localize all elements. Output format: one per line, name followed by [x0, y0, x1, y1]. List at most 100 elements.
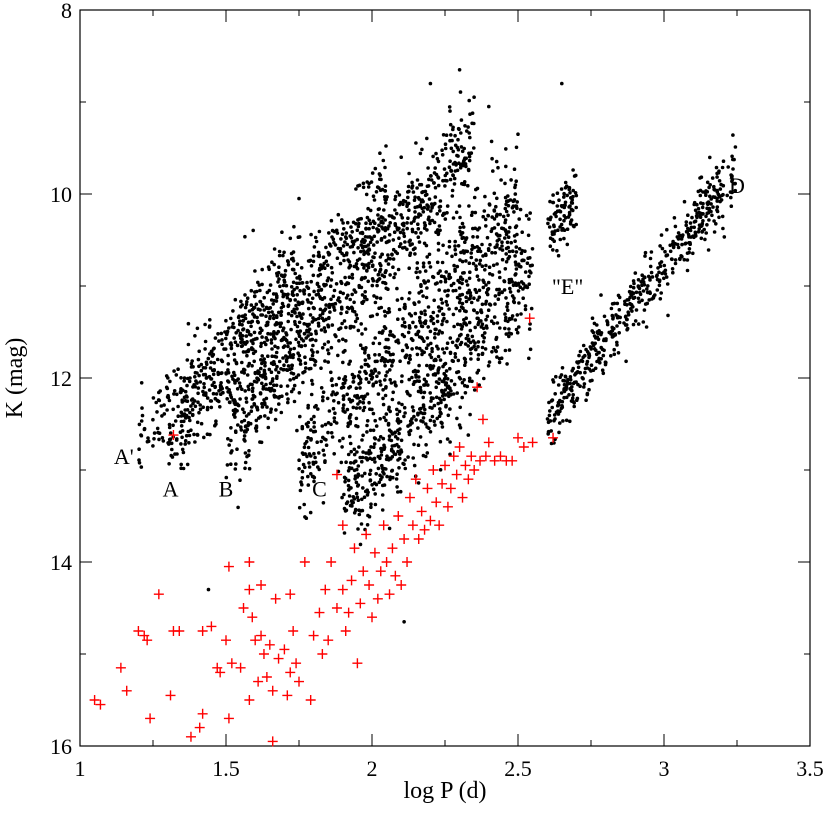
data-point: [445, 319, 449, 324]
data-point: [266, 416, 270, 421]
data-point: [297, 467, 301, 471]
data-point-plus: [460, 460, 471, 471]
data-point: [558, 237, 563, 242]
data-point-plus: [404, 492, 415, 503]
data-point: [634, 290, 639, 295]
data-point: [235, 378, 239, 383]
data-point: [467, 204, 471, 208]
data-point: [458, 229, 462, 234]
data-point: [314, 317, 318, 322]
data-point: [441, 243, 445, 248]
data-point: [720, 165, 725, 170]
data-point: [236, 505, 240, 510]
data-point: [490, 227, 495, 231]
data-point: [493, 294, 498, 298]
data-point: [175, 452, 179, 456]
data-point: [688, 221, 693, 225]
data-point-plus: [323, 635, 334, 646]
data-point: [670, 267, 675, 271]
data-point: [434, 327, 438, 332]
data-point: [628, 284, 633, 289]
data-point: [445, 204, 450, 208]
data-point: [260, 405, 265, 409]
data-point: [242, 410, 246, 415]
data-point: [220, 342, 224, 347]
data-point-plus: [264, 639, 275, 650]
data-point: [215, 398, 220, 403]
data-point: [599, 293, 603, 297]
data-point: [602, 337, 606, 342]
data-point: [180, 447, 185, 452]
data-point: [479, 319, 483, 323]
data-point: [375, 374, 379, 379]
data-point: [342, 506, 347, 511]
data-point: [469, 251, 474, 255]
data-point: [481, 285, 486, 290]
data-point: [388, 378, 393, 382]
data-point: [596, 331, 601, 336]
data-point: [506, 199, 511, 203]
data-point: [349, 236, 354, 240]
data-point-plus: [387, 543, 398, 554]
data-point: [214, 419, 218, 424]
data-point: [287, 350, 292, 355]
data-point: [445, 346, 449, 351]
data-point: [213, 336, 218, 340]
data-point: [448, 386, 452, 391]
data-point: [271, 313, 276, 317]
data-point: [195, 432, 200, 437]
data-point: [324, 303, 328, 307]
data-point: [311, 429, 316, 434]
data-point: [379, 305, 384, 310]
data-point: [564, 418, 569, 423]
data-point-plus: [197, 626, 208, 636]
data-point: [182, 419, 186, 424]
data-point: [353, 319, 358, 324]
data-point: [195, 326, 200, 331]
data-point: [243, 466, 247, 471]
data-point: [415, 261, 420, 265]
data-point: [517, 217, 521, 221]
data-point: [387, 405, 391, 410]
data-point: [704, 214, 708, 219]
data-point: [421, 261, 426, 266]
data-point-plus: [419, 524, 430, 535]
data-point: [225, 332, 229, 337]
data-point: [399, 450, 404, 454]
data-point: [567, 393, 571, 397]
data-point-plus: [454, 442, 465, 452]
data-point: [343, 240, 347, 244]
data-point: [663, 249, 667, 254]
data-point: [272, 362, 277, 366]
data-point: [278, 284, 282, 289]
data-point: [452, 324, 456, 329]
data-point: [658, 264, 663, 269]
data-point: [365, 392, 370, 396]
data-point: [513, 318, 518, 322]
data-point: [219, 331, 224, 336]
data-point: [467, 379, 472, 383]
data-point: [201, 405, 205, 410]
data-point: [340, 385, 345, 390]
data-point: [188, 418, 192, 423]
data-point: [137, 422, 142, 427]
data-point: [523, 304, 528, 308]
data-point: [273, 354, 277, 359]
data-point: [354, 480, 359, 485]
data-point: [270, 260, 274, 265]
data-point: [309, 232, 313, 237]
data-point: [590, 341, 595, 345]
sequence-labels: A'A B C"E"D: [114, 173, 745, 502]
data-point: [458, 342, 463, 347]
data-point: [425, 363, 429, 368]
data-point: [486, 280, 491, 285]
data-point: [468, 291, 473, 295]
data-point: [439, 279, 443, 284]
data-point: [162, 412, 167, 416]
data-point: [416, 235, 421, 239]
data-point: [505, 301, 510, 306]
data-point: [332, 288, 337, 293]
data-point-plus: [428, 465, 439, 475]
